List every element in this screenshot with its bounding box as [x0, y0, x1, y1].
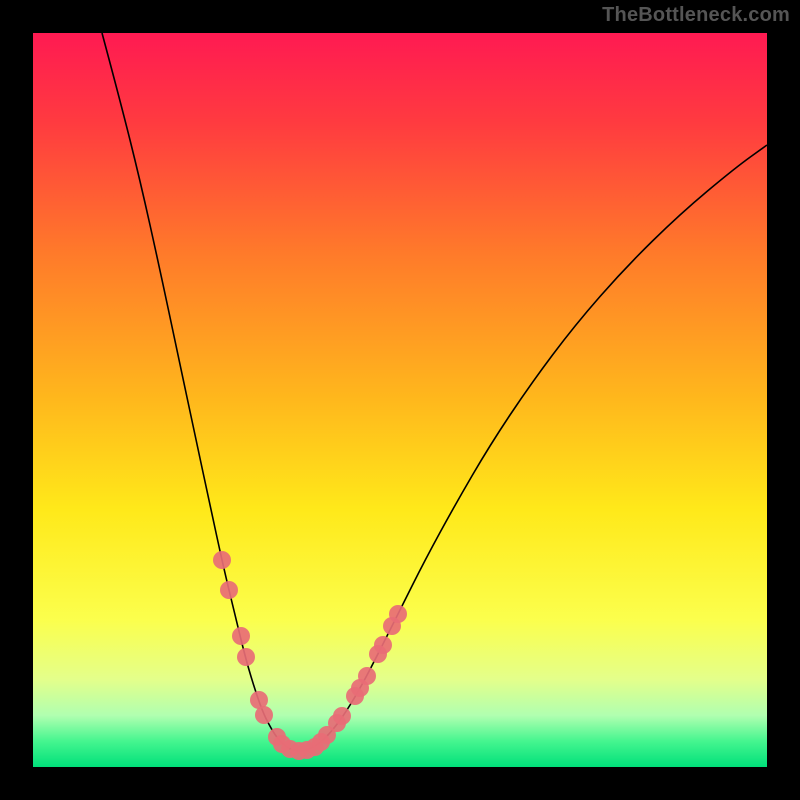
highlight-marker	[255, 706, 273, 724]
highlight-marker	[232, 627, 250, 645]
highlight-marker	[220, 581, 238, 599]
highlight-marker	[374, 636, 392, 654]
bottleneck-curve-chart	[0, 0, 800, 800]
chart-stage: TheBottleneck.com	[0, 0, 800, 800]
highlight-marker	[213, 551, 231, 569]
highlight-marker	[389, 605, 407, 623]
highlight-marker	[358, 667, 376, 685]
highlight-marker	[333, 707, 351, 725]
watermark-text: TheBottleneck.com	[602, 4, 790, 27]
highlight-marker	[237, 648, 255, 666]
plot-background	[33, 33, 767, 767]
